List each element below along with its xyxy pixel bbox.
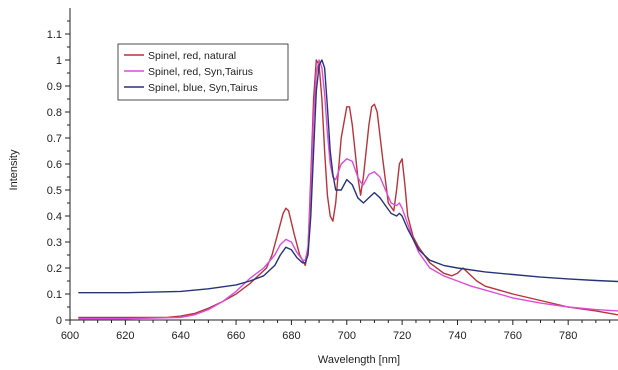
y-axis-title: Intensity [8, 149, 20, 190]
legend-box [117, 43, 289, 101]
legend-label-3: Spinel, blue, Syn,Tairus [148, 82, 258, 94]
y-tick-label: 0.7 [47, 133, 62, 145]
series-line-1 [78, 59, 618, 319]
x-tick-label: 660 [227, 330, 245, 342]
legend-label-2: Spinel, red, Syn,Tairus [148, 66, 253, 78]
y-tick-label: 0.3 [47, 237, 62, 249]
x-axis-title: Wavelength [nm] [318, 354, 400, 366]
y-tick-label: 0.9 [47, 81, 62, 93]
x-tick-label: 720 [393, 330, 411, 342]
x-tick-label: 760 [504, 330, 522, 342]
axes: 600 620 640 660 680 700 720 740 760 780 0 0.1 0.2 0.3… [47, 8, 618, 342]
x-tick-label: 600 [61, 330, 79, 342]
y-tick-label: 0 [56, 315, 62, 327]
y-tick-label: 1.1 [47, 29, 62, 41]
y-tick-label: 0.2 [47, 263, 62, 275]
y-tick-label: 0.1 [47, 289, 62, 301]
series-line-3 [78, 59, 618, 294]
y-tick-label: 0.8 [47, 107, 62, 119]
x-tick-label: 640 [172, 330, 190, 342]
plot-lines [78, 59, 618, 320]
x-tick-label: 700 [338, 330, 356, 342]
y-tick-label: 0.4 [47, 211, 62, 223]
x-tick-label: 780 [559, 330, 577, 342]
x-tick-label: 620 [116, 330, 134, 342]
legend-label-1: Spinel, red, natural [148, 50, 236, 62]
legend: Spinel, red, natural Spinel, red, Syn,Tai… [117, 43, 289, 101]
y-tick-label: 0.5 [47, 185, 62, 197]
y-tick-label: 1 [56, 55, 62, 67]
y-tick-label: 0.6 [47, 159, 62, 171]
x-tick-label: 740 [448, 330, 466, 342]
series-line-2 [78, 59, 618, 320]
x-tick-label: 680 [282, 330, 300, 342]
